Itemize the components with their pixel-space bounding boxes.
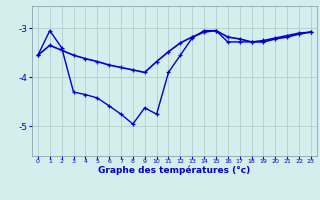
X-axis label: Graphe des températures (°c): Graphe des températures (°c) xyxy=(98,166,251,175)
